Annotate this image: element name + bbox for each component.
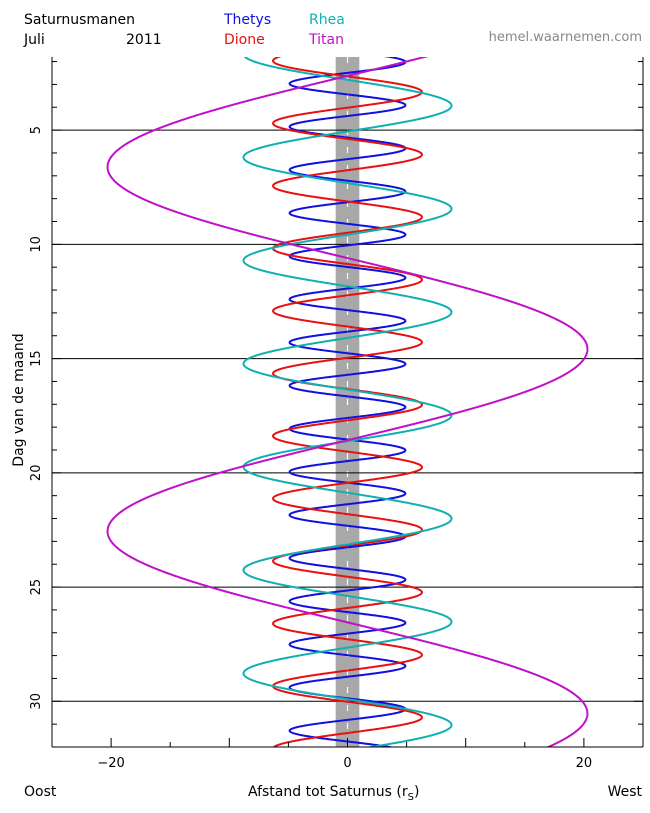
x-tick-label--20: −20 — [97, 756, 124, 771]
y-axis-label: Dag van de maand — [11, 333, 27, 467]
x-tick-label-20: 20 — [576, 756, 593, 771]
y-tick-label-25: 25 — [29, 579, 44, 596]
x-axis-label: Afstand tot Saturnus (rS) — [248, 784, 419, 806]
y-tick-label-30: 30 — [29, 693, 44, 710]
x-axis-label-close: ) — [413, 784, 420, 800]
legend-dione: Dione — [224, 32, 265, 48]
legend-rhea: Rhea — [309, 12, 345, 28]
series-line-titan — [106, 57, 589, 747]
west-label: West — [607, 784, 642, 800]
website-label: hemel.waarnemen.com — [488, 30, 642, 45]
x-axis-label-text: Afstand tot Saturnus (r — [248, 784, 408, 800]
series-layer — [106, 57, 589, 747]
series-line-rhea — [242, 57, 453, 747]
month-label: Juli — [24, 32, 45, 48]
year-label: 2011 — [126, 32, 162, 48]
legend-thetys: Thetys — [224, 12, 272, 28]
series-line-thetys — [288, 57, 407, 747]
y-tick-label-15: 15 — [29, 350, 44, 367]
gridline-layer — [52, 129, 643, 702]
east-label: Oost — [24, 784, 57, 800]
x-axis-label-sub: S — [407, 792, 414, 803]
planet-band-layer — [335, 57, 360, 747]
y-tick-label-5: 5 — [29, 126, 44, 134]
y-tick-label-10: 10 — [29, 236, 44, 253]
legend-titan: Titan — [309, 32, 344, 48]
x-tick-label-0: 0 — [343, 756, 351, 771]
axes-layer: 5 10 15 20 25 30 −20 0 20 — [29, 57, 644, 771]
chart-title: Saturnusmanen — [24, 12, 135, 28]
y-tick-label-20: 20 — [29, 465, 44, 482]
